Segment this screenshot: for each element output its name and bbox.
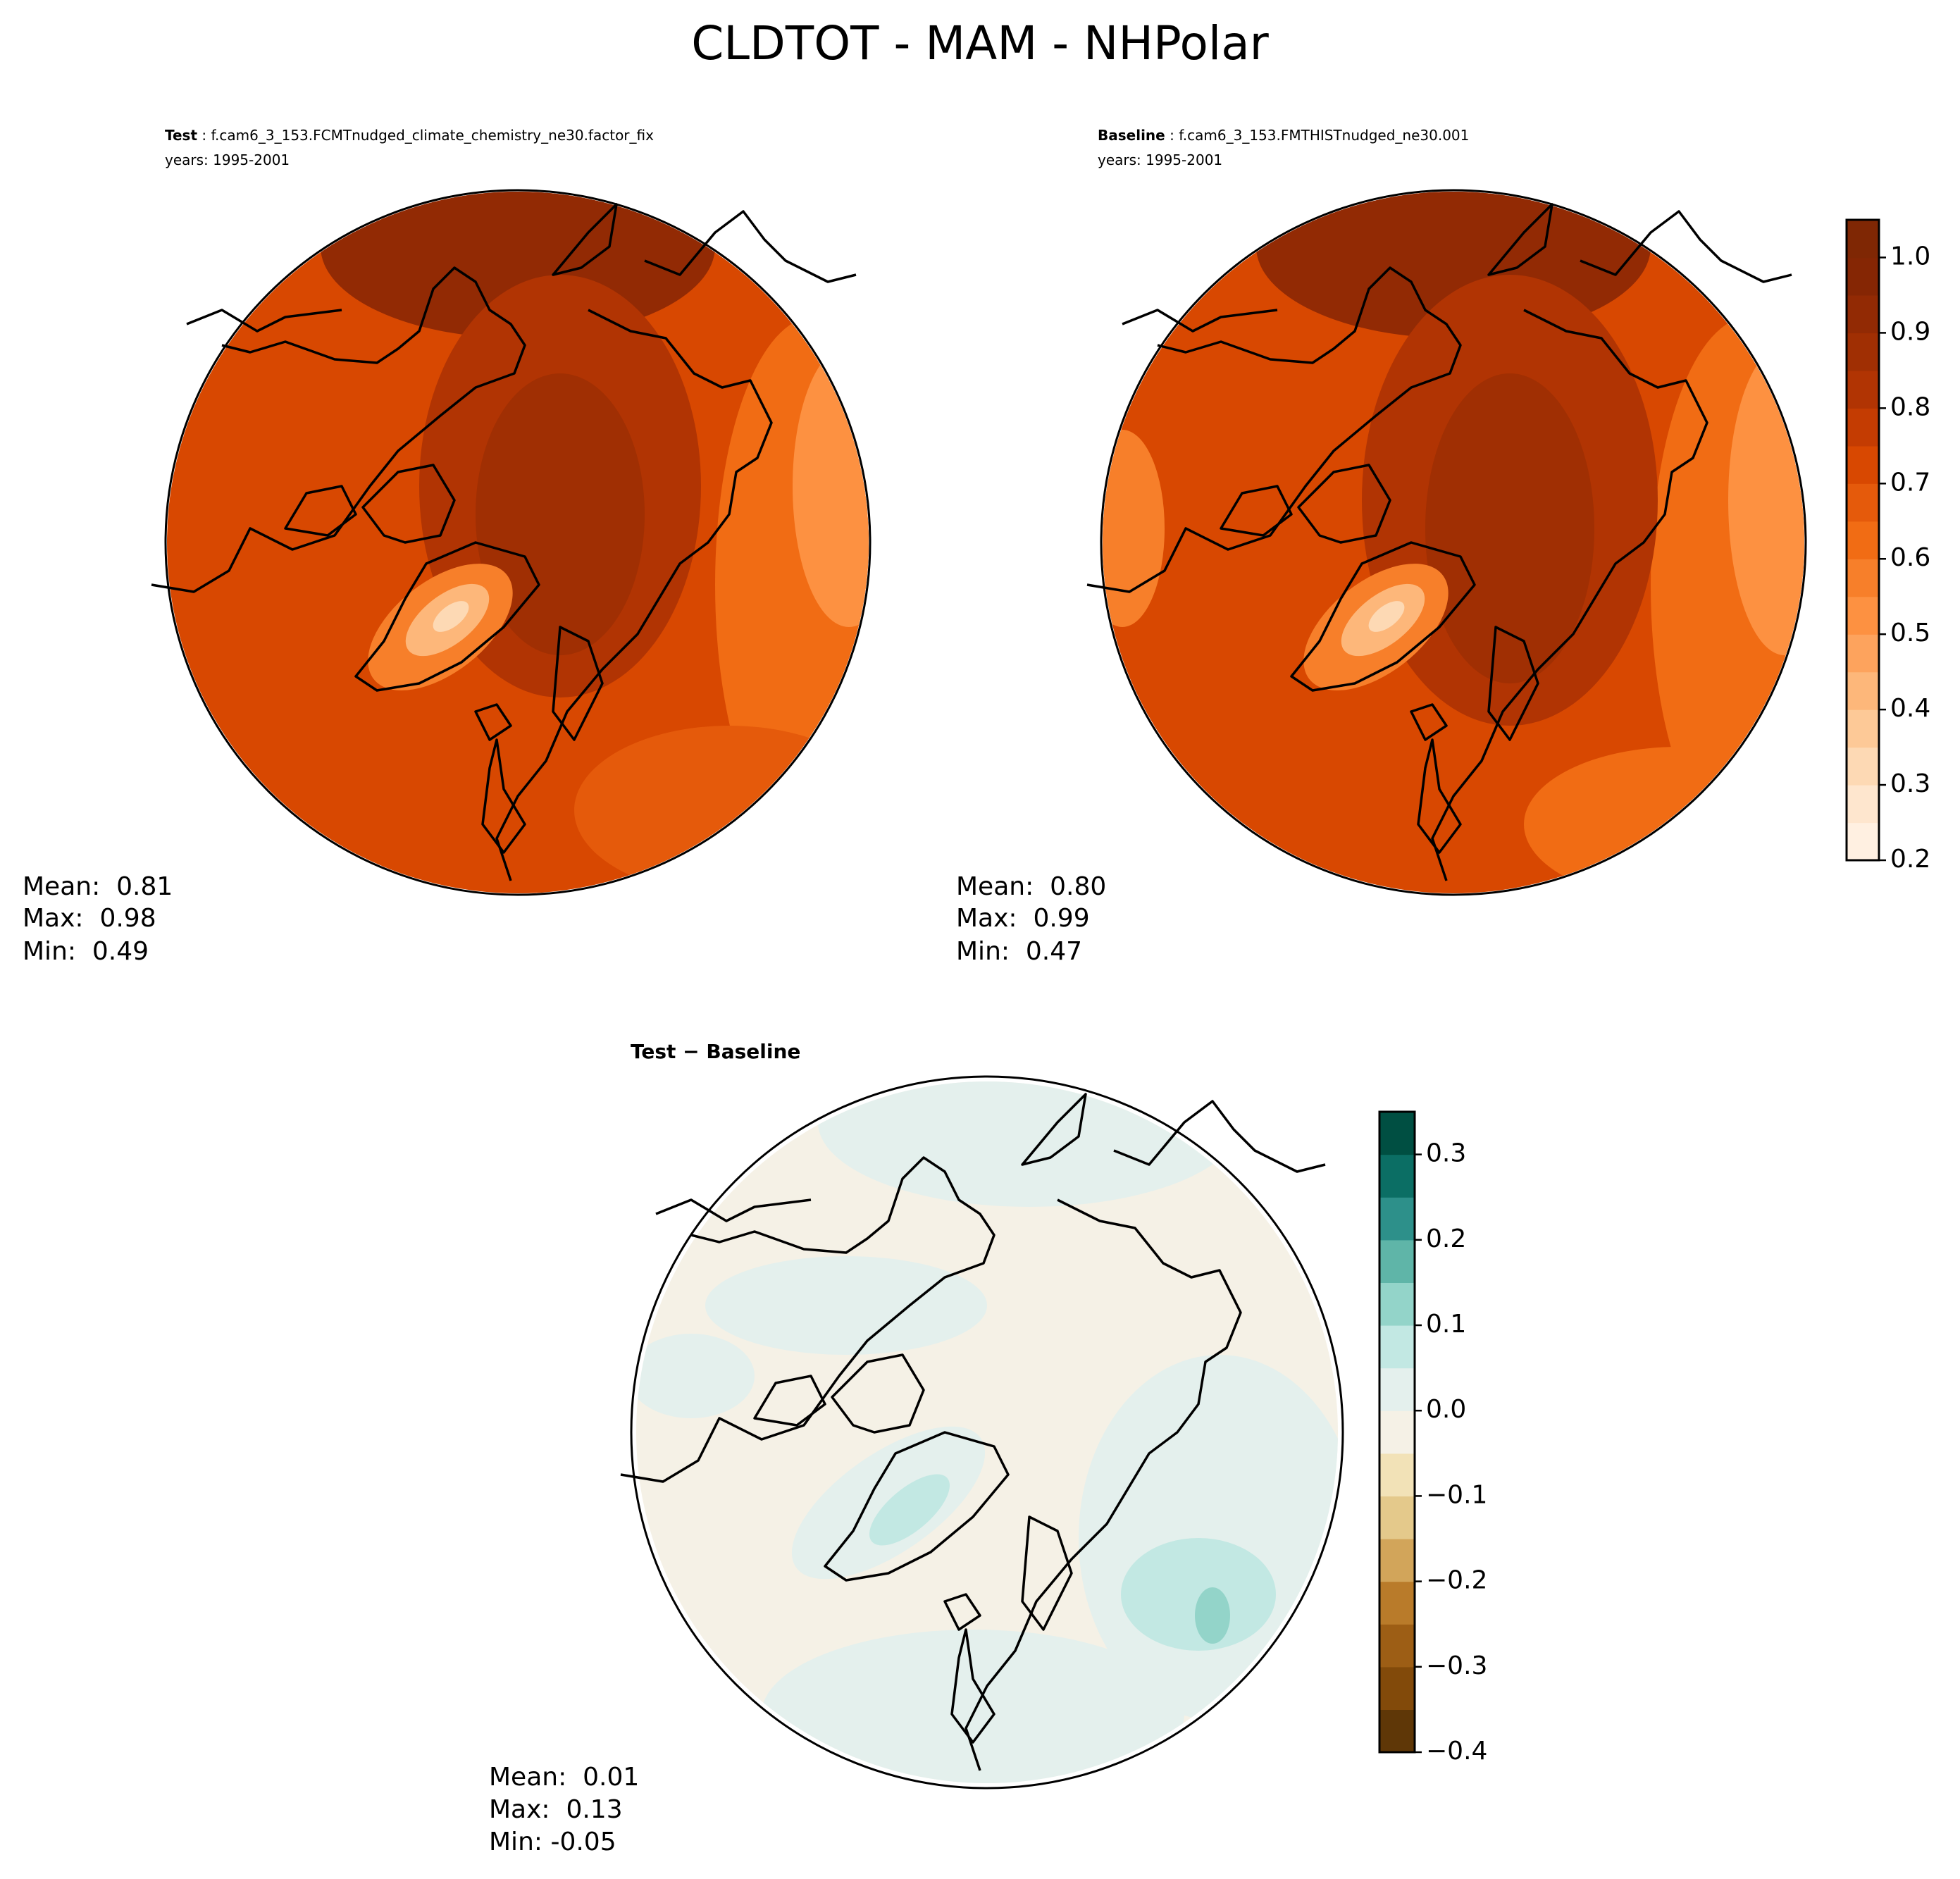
- colorbar-segment: [1847, 709, 1879, 748]
- stat: Max: 0.98: [23, 904, 156, 933]
- stat: Mean: 0.01: [489, 1763, 639, 1792]
- panel-header: Test : f.cam6_3_153.FCMTnudged_climate_c…: [165, 127, 654, 144]
- stat: Mean: 0.81: [23, 872, 173, 901]
- figure-title: CLDTOT - MAM - NHPolar: [691, 16, 1269, 70]
- colorbar-tick-label: 0.6: [1890, 543, 1930, 572]
- stat: Max: 0.99: [956, 904, 1090, 933]
- colorbar-segment: [1847, 596, 1879, 635]
- colorbar-segment: [1847, 257, 1879, 296]
- panel-header: Baseline : f.cam6_3_153.FMTHISTnudged_ne…: [1098, 127, 1469, 144]
- colorbar-segment: [1379, 1282, 1415, 1326]
- stat: Mean: 0.80: [956, 872, 1106, 901]
- colorbar-tick-label: 0.9: [1890, 317, 1930, 346]
- colorbar-tick-label: 1.0: [1890, 242, 1930, 271]
- colorbar-tick-label: 0.3: [1890, 769, 1930, 798]
- colorbar-tick-label: −0.1: [1426, 1480, 1487, 1509]
- stat: Min: -0.05: [489, 1828, 616, 1856]
- colorbar-tick-label: 0.1: [1426, 1310, 1466, 1339]
- colorbar-segment: [1379, 1539, 1415, 1582]
- colorbar-segment: [1379, 1154, 1415, 1198]
- colorbar-tick-label: 0.2: [1426, 1224, 1466, 1253]
- panel-label: Baseline: [1098, 127, 1165, 144]
- colorbar-tick-label: 0.2: [1890, 845, 1930, 874]
- colorbar-segment: [1379, 1112, 1415, 1155]
- colorbar-segment: [1847, 785, 1879, 824]
- colorbar-frame: [1378, 1110, 1416, 1754]
- panel-label: Test: [165, 127, 197, 144]
- map: [619, 1075, 1344, 1790]
- colorbar-segment: [1379, 1197, 1415, 1241]
- colorbar-tick-label: 0.4: [1890, 694, 1930, 723]
- colorbar-segment: [1847, 671, 1879, 710]
- colorbar-segment: [1847, 370, 1879, 409]
- stat: Min: 0.49: [23, 937, 149, 966]
- colorbar-segment: [1379, 1624, 1415, 1668]
- colorbar-segment: [1847, 483, 1879, 522]
- colorbar-tick-label: 0.5: [1890, 619, 1930, 647]
- colorbar-tick-label: −0.2: [1426, 1566, 1487, 1595]
- colorbar-segment: [1847, 559, 1879, 597]
- panel-case: : f.cam6_3_153.FCMTnudged_climate_chemis…: [197, 127, 654, 144]
- map: [150, 189, 872, 896]
- colorbar-segment: [1847, 445, 1879, 484]
- colorbar-tick-label: −0.4: [1426, 1737, 1487, 1766]
- panel-years: years: 1995-2001: [165, 151, 290, 168]
- colorbar-segment: [1379, 1453, 1415, 1496]
- colorbar-segment: [1847, 220, 1879, 259]
- colorbar-frame: [1845, 218, 1880, 862]
- colorbar-segment: [1379, 1709, 1415, 1753]
- colorbar-tick-label: −0.3: [1426, 1651, 1487, 1680]
- colorbar-segment: [1847, 408, 1879, 447]
- colorbar-segment: [1379, 1239, 1415, 1283]
- colorbar-segment: [1847, 822, 1879, 861]
- colorbar-segment: [1847, 634, 1879, 673]
- panel-case: : f.cam6_3_153.FMTHISTnudged_ne30.001: [1165, 127, 1470, 144]
- colorbar-segment: [1379, 1410, 1415, 1454]
- panel-label: Test − Baseline: [631, 1040, 800, 1063]
- colorbar-segment: [1379, 1325, 1415, 1369]
- colorbar-tick-label: 0.8: [1890, 392, 1930, 421]
- colorbar-tick-label: 0.3: [1426, 1139, 1466, 1168]
- colorbar-tick-label: 0.0: [1426, 1395, 1466, 1424]
- colorbar-segment: [1847, 333, 1879, 371]
- colorbar-segment: [1379, 1496, 1415, 1539]
- panel-years: years: 1995-2001: [1098, 151, 1222, 168]
- map: [1086, 189, 1807, 896]
- colorbar-segment: [1847, 521, 1879, 559]
- colorbar-segment: [1847, 294, 1879, 334]
- stat: Min: 0.47: [956, 937, 1082, 966]
- stat: Max: 0.13: [489, 1795, 623, 1824]
- colorbar-segment: [1379, 1666, 1415, 1710]
- colorbar-tick-label: 0.7: [1890, 468, 1930, 497]
- colorbar-segment: [1379, 1368, 1415, 1411]
- colorbar-segment: [1847, 747, 1879, 786]
- colorbar-segment: [1379, 1581, 1415, 1625]
